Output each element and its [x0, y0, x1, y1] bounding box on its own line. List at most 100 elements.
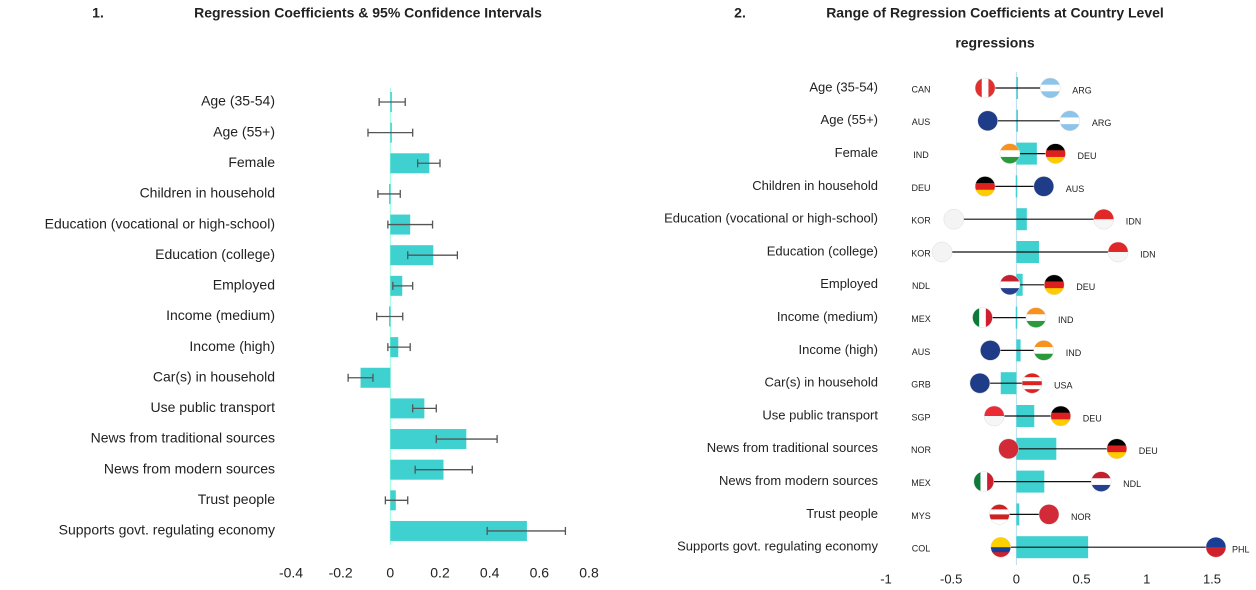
flag-rim: [1106, 438, 1128, 460]
flag-rim: [1050, 405, 1071, 427]
flag-stripe: [1050, 419, 1071, 426]
max-country: ARG: [1092, 118, 1112, 128]
category-label: Education (vocational or high-school): [45, 215, 275, 231]
flag-stripe: [1022, 385, 1043, 390]
flag: [1033, 176, 1054, 197]
x-tick-label: 1: [1143, 571, 1150, 586]
min-country: COL: [912, 544, 931, 554]
flag: [977, 110, 998, 131]
flag-stripe: [984, 416, 1005, 426]
flag-rim: [989, 504, 1010, 525]
bar: [390, 429, 467, 450]
flag-rim: [1040, 77, 1061, 99]
min-country: NOR: [911, 445, 932, 455]
max-country: DEU: [1139, 446, 1158, 456]
x-tick-label: 1.5: [1203, 571, 1221, 586]
category-label: Children in household: [752, 178, 878, 193]
flag-stripe: [984, 406, 1005, 417]
x-tick-label: -1: [880, 571, 892, 586]
flag-stripe: [999, 143, 1020, 151]
flag-stripe: [1045, 143, 1066, 151]
max-country: IND: [1058, 315, 1074, 325]
flag-rim: [943, 208, 965, 230]
flag-stripe: [973, 471, 981, 492]
category-label: News from modern sources: [104, 460, 275, 476]
flag-stripe: [932, 242, 953, 262]
flag-rim: [1043, 274, 1065, 296]
flag-stripe: [1025, 320, 1046, 328]
flag-stripe: [988, 78, 996, 98]
min-country: DEU: [911, 183, 930, 193]
flag-stripe: [1108, 242, 1129, 253]
category-label: Age (35-54): [201, 93, 275, 109]
flag-stripe: [1022, 377, 1043, 382]
flag-stripe: [1059, 117, 1080, 125]
flag-rim: [999, 143, 1021, 164]
flag: [1205, 537, 1226, 558]
flag: [1022, 373, 1043, 394]
category-label: News from traditional sources: [707, 440, 879, 455]
flag-stripe: [1045, 156, 1066, 164]
flag-stripe: [999, 156, 1020, 164]
flag-stripe: [1093, 209, 1114, 220]
flag-stripe: [943, 209, 964, 230]
flag-stripe: [980, 471, 988, 492]
flag: [1091, 471, 1112, 492]
flag-stripe: [1044, 281, 1065, 289]
panel-title: Regression Coefficients & 95% Confidence…: [194, 5, 542, 21]
flag-rim: [1205, 536, 1227, 558]
flag-stripe: [1108, 252, 1129, 262]
flag-rim: [990, 536, 1012, 558]
x-tick-label: 0: [1013, 571, 1020, 586]
bar: [390, 520, 527, 541]
x-tick-label: 0.8: [579, 565, 599, 581]
flag-stripe: [989, 504, 1010, 510]
min-country: MEX: [911, 478, 931, 488]
category-label: Car(s) in household: [153, 368, 275, 384]
flag: [972, 307, 993, 328]
flag: [943, 209, 964, 230]
flag-stripe: [1033, 340, 1054, 348]
category-label: Children in household: [140, 185, 275, 201]
flag-stripe: [985, 307, 993, 328]
max-country: USA: [1054, 381, 1073, 391]
flag: [1025, 307, 1046, 328]
flag-stripe: [1050, 406, 1071, 414]
flag-stripe: [1022, 373, 1043, 378]
category-label: Income (high): [799, 342, 878, 357]
max-country: AUS: [1066, 184, 1085, 194]
flag-stripe: [1033, 353, 1054, 361]
flag-rim: [1038, 504, 1060, 525]
category-label: Supports govt. regulating economy: [677, 539, 878, 554]
max-country: NOR: [1071, 512, 1092, 522]
panel-number: 1.: [92, 5, 104, 21]
flag-rim: [974, 176, 996, 197]
flag-rim: [983, 405, 1005, 427]
flag-rim: [972, 307, 993, 328]
category-label: News from traditional sources: [91, 430, 275, 446]
flag-stripe: [999, 150, 1020, 158]
panel-number: 2.: [734, 5, 746, 21]
flag-stripe: [1025, 314, 1046, 322]
panel-title: Range of Regression Coefficients at Coun…: [826, 5, 1164, 21]
category-label: Education (college): [767, 243, 878, 258]
flag-rim: [931, 241, 953, 263]
flag-rim: [1045, 143, 1066, 164]
flag-stripe: [1040, 84, 1061, 92]
max-country: DEU: [1076, 282, 1095, 292]
flag-stripe: [1091, 484, 1112, 492]
flag: [1108, 242, 1129, 262]
flag-stripe: [998, 438, 1019, 459]
max-country: IDN: [1140, 249, 1156, 259]
flag-rim: [1021, 372, 1043, 394]
flag-stripe: [975, 183, 996, 191]
flag-stripe: [999, 274, 1020, 282]
category-label: Supports govt. regulating economy: [59, 522, 275, 538]
flag-stripe: [1059, 124, 1080, 131]
category-label: Education (vocational or high-school): [664, 211, 878, 226]
flag-stripe: [980, 340, 1001, 361]
flag: [1033, 340, 1054, 361]
max-country: IDN: [1126, 217, 1142, 227]
flag: [975, 176, 996, 197]
category-label: News from modern sources: [719, 473, 878, 488]
